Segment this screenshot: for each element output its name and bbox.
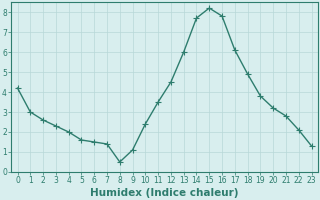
X-axis label: Humidex (Indice chaleur): Humidex (Indice chaleur) [90, 188, 239, 198]
